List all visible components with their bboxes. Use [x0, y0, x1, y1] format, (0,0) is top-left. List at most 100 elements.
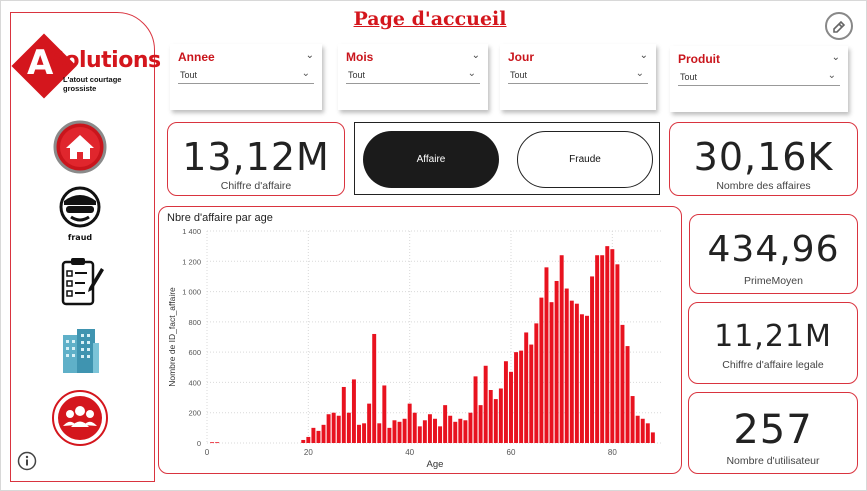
- chevron-down-icon[interactable]: ⌄: [639, 50, 648, 61]
- bar[interactable]: [301, 439, 306, 443]
- edit-button[interactable]: [825, 12, 853, 40]
- bar[interactable]: [351, 379, 356, 443]
- bar[interactable]: [564, 288, 569, 443]
- bar[interactable]: [544, 267, 549, 443]
- bar[interactable]: [488, 390, 493, 443]
- bar[interactable]: [392, 420, 397, 443]
- bar[interactable]: [503, 361, 508, 443]
- bar[interactable]: [362, 423, 367, 443]
- bar[interactable]: [554, 280, 559, 443]
- bar[interactable]: [346, 412, 351, 443]
- toggle-panel: Affaire Fraude: [354, 122, 660, 195]
- bar[interactable]: [524, 332, 529, 443]
- bar[interactable]: [483, 365, 488, 443]
- nav-users-button[interactable]: [49, 387, 111, 449]
- bar[interactable]: [215, 442, 220, 444]
- bar[interactable]: [514, 352, 519, 443]
- bar[interactable]: [357, 424, 361, 443]
- bar[interactable]: [458, 418, 463, 443]
- bar[interactable]: [443, 405, 448, 443]
- bar[interactable]: [650, 432, 655, 443]
- bar[interactable]: [210, 442, 215, 444]
- bar[interactable]: [422, 420, 427, 443]
- bar[interactable]: [372, 333, 377, 443]
- bar[interactable]: [605, 246, 610, 443]
- bar[interactable]: [498, 388, 503, 443]
- bar[interactable]: [331, 412, 336, 443]
- slicer-produit-value: Tout: [680, 72, 698, 82]
- bar[interactable]: [579, 314, 584, 443]
- kpi-chiffre-affaire-value: 13,12M: [182, 135, 330, 179]
- home-icon: [53, 120, 107, 174]
- bar[interactable]: [341, 386, 346, 443]
- bar[interactable]: [321, 424, 326, 443]
- bar[interactable]: [559, 255, 564, 443]
- bar[interactable]: [433, 418, 437, 443]
- bar[interactable]: [306, 436, 311, 443]
- bar[interactable]: [529, 344, 534, 443]
- bar[interactable]: [438, 426, 443, 443]
- bar[interactable]: [519, 350, 524, 443]
- slicer-annee-dropdown[interactable]: Tout ⌄: [178, 66, 314, 84]
- x-tick-label: 40: [405, 448, 414, 457]
- bar[interactable]: [463, 420, 468, 443]
- bar[interactable]: [640, 418, 645, 443]
- bar[interactable]: [493, 399, 498, 443]
- nav-checklist-button[interactable]: [49, 251, 111, 313]
- chevron-down-icon[interactable]: ⌄: [831, 52, 840, 63]
- chevron-down-icon: ⌄: [635, 68, 644, 79]
- bar[interactable]: [427, 414, 432, 443]
- bar[interactable]: [397, 421, 402, 443]
- bar[interactable]: [326, 414, 331, 443]
- nav-fraud-button[interactable]: fraud: [49, 183, 111, 245]
- bar[interactable]: [630, 396, 635, 443]
- bar[interactable]: [377, 423, 382, 443]
- bar[interactable]: [417, 426, 422, 443]
- affaire-toggle-button[interactable]: Affaire: [363, 131, 499, 188]
- bar[interactable]: [585, 315, 589, 443]
- chevron-down-icon[interactable]: ⌄: [471, 50, 480, 61]
- bar[interactable]: [569, 300, 574, 443]
- bar[interactable]: [453, 421, 458, 443]
- slicer-jour-dropdown[interactable]: Tout ⌄: [508, 66, 648, 84]
- bar[interactable]: [625, 346, 630, 443]
- kpi-prime-moyen-value: 434,96: [707, 229, 840, 270]
- bar[interactable]: [574, 303, 579, 443]
- fraude-toggle-button[interactable]: Fraude: [517, 131, 653, 188]
- bar[interactable]: [311, 427, 316, 443]
- bar[interactable]: [534, 323, 539, 443]
- bar[interactable]: [549, 302, 554, 443]
- bar[interactable]: [387, 427, 392, 443]
- bar[interactable]: [620, 324, 625, 443]
- bar[interactable]: [478, 405, 483, 443]
- bar[interactable]: [412, 412, 417, 443]
- bar[interactable]: [615, 264, 620, 443]
- info-icon[interactable]: [17, 451, 37, 471]
- bar[interactable]: [473, 376, 478, 443]
- nav-building-button[interactable]: [49, 319, 111, 381]
- chevron-down-icon: ⌄: [467, 68, 476, 79]
- bar[interactable]: [539, 297, 544, 443]
- bar[interactable]: [448, 415, 453, 443]
- nav-home-button[interactable]: [49, 116, 111, 178]
- bar[interactable]: [610, 249, 615, 443]
- bar[interactable]: [382, 385, 387, 443]
- slicer-mois-dropdown[interactable]: Tout ⌄: [346, 66, 480, 84]
- chevron-down-icon[interactable]: ⌄: [305, 50, 314, 61]
- bar[interactable]: [407, 403, 412, 443]
- bar[interactable]: [590, 276, 595, 443]
- bar[interactable]: [402, 418, 407, 443]
- bar[interactable]: [595, 255, 600, 443]
- bar[interactable]: [645, 423, 650, 443]
- bar[interactable]: [336, 415, 341, 443]
- bar[interactable]: [635, 415, 640, 443]
- bar[interactable]: [367, 403, 372, 443]
- bar[interactable]: [600, 255, 605, 443]
- slicer-mois-label: Mois: [346, 50, 374, 64]
- chart-svg: Nbre d'affaire par age Age Nombre de ID_…: [167, 212, 663, 470]
- kpi-nombre-affaires: 30,16K Nombre des affaires: [669, 122, 858, 196]
- bar[interactable]: [509, 371, 513, 443]
- bar[interactable]: [468, 412, 473, 443]
- bar[interactable]: [316, 430, 321, 443]
- slicer-produit-dropdown[interactable]: Tout ⌄: [678, 68, 840, 86]
